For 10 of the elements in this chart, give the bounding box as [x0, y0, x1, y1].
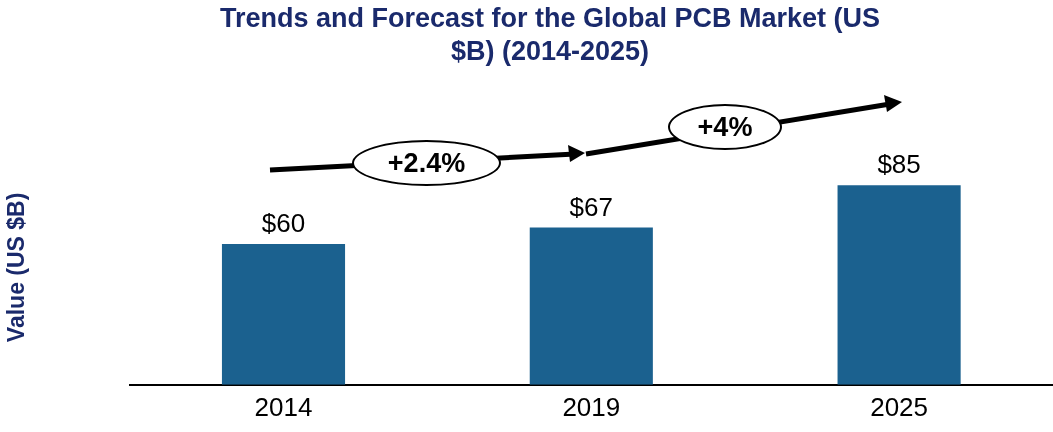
data-label: $85: [877, 149, 921, 180]
x-tick-label: 2014: [254, 391, 313, 422]
data-label: $60: [261, 208, 306, 239]
x-tick-label: 2025: [870, 391, 929, 422]
y-axis-title: Value (US $B): [3, 192, 30, 343]
data-label: $67: [569, 191, 613, 222]
chart-title: Trends and Forecast for the Global PCB Market (US $B) (2014-2025): [218, 2, 882, 68]
text: +4%: [668, 104, 782, 150]
x-tick-label: 2019: [562, 391, 621, 422]
text: +2.4%: [352, 140, 501, 186]
